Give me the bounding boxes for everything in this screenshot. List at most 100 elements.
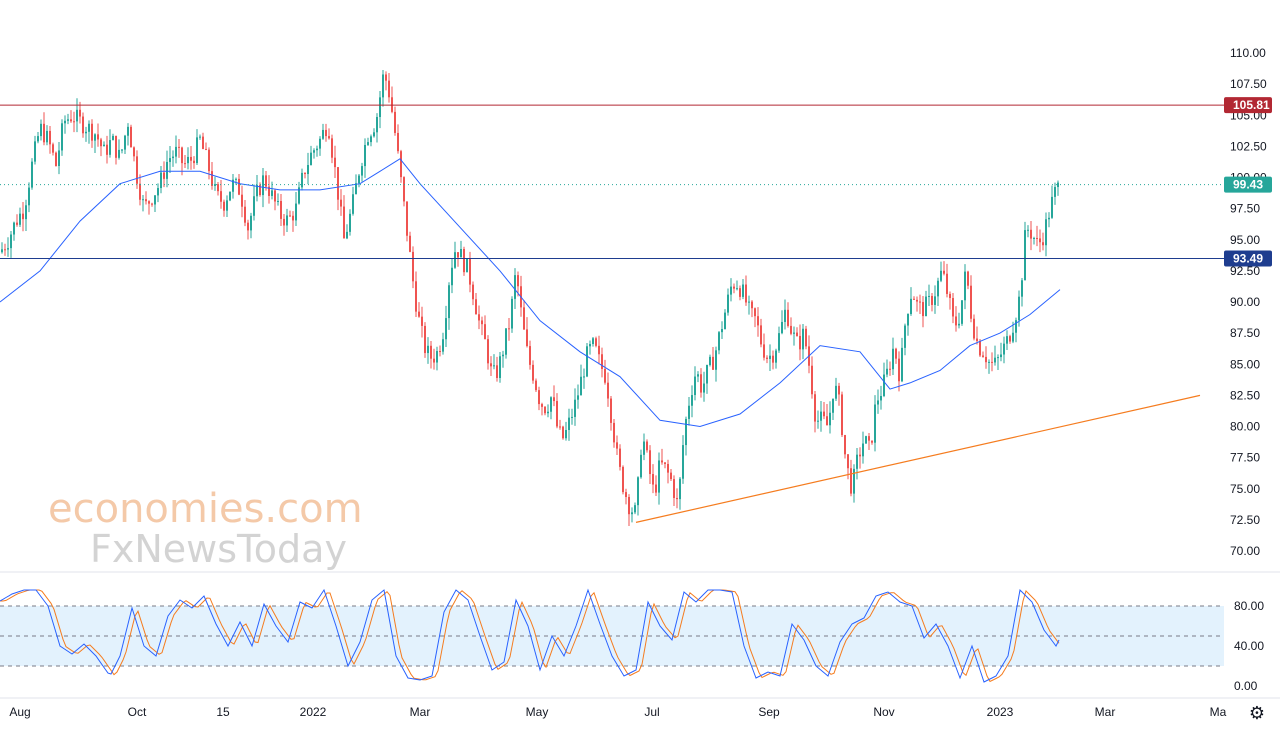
candle-body	[316, 148, 318, 151]
candle-body	[532, 364, 534, 381]
candle-body	[19, 213, 21, 225]
candle-body	[916, 299, 918, 302]
candle-body	[475, 299, 477, 315]
candle-body	[190, 156, 192, 161]
candle-body	[1054, 187, 1056, 197]
candle-body	[973, 318, 975, 339]
candle-body	[886, 368, 888, 375]
candle-body	[547, 411, 549, 414]
candle-body	[847, 454, 849, 469]
price-tick-label: 75.00	[1230, 482, 1260, 496]
candle-body	[868, 436, 870, 441]
candle-body	[319, 138, 321, 149]
candle-body	[646, 441, 648, 451]
candle-body	[607, 382, 609, 399]
candle-body	[307, 164, 309, 175]
candle-body	[922, 302, 924, 317]
candle-body	[565, 429, 567, 439]
candle-body	[997, 357, 999, 359]
price-tick-label: 72.50	[1230, 513, 1260, 527]
price-badges: 105.81 99.43 93.49	[1224, 97, 1272, 267]
candle-body	[553, 397, 555, 402]
candle-body	[493, 365, 495, 367]
stochastic-tick-label: 40.00	[1234, 639, 1264, 653]
candle-body	[910, 298, 912, 315]
candle-body	[688, 405, 690, 419]
candle-body	[55, 152, 57, 167]
trendline[interactable]	[635, 394, 1201, 523]
candle-body	[592, 338, 594, 345]
candle-body	[256, 184, 258, 197]
candle-body	[40, 123, 42, 137]
candle-body	[280, 200, 282, 219]
candle-body	[460, 249, 462, 258]
gear-icon[interactable]: ⚙	[1248, 703, 1266, 723]
candle-body	[709, 356, 711, 365]
candle-body	[871, 440, 873, 443]
candle-body	[442, 339, 444, 352]
candle-body	[823, 411, 825, 417]
candle-body	[355, 183, 357, 195]
candle-body	[541, 404, 543, 407]
candle-body	[79, 109, 81, 117]
candle-body	[361, 166, 363, 176]
candle-body	[616, 442, 618, 449]
candle-body	[367, 142, 369, 145]
candle-body	[751, 301, 753, 309]
candle-body	[337, 167, 339, 200]
candle-body	[631, 512, 633, 515]
candle-body	[613, 422, 615, 443]
candle-body	[763, 344, 765, 358]
candle-body	[712, 356, 714, 370]
candle-body	[715, 350, 717, 370]
candle-body	[925, 296, 927, 317]
watermark: economies.com FxNewsToday	[48, 486, 363, 571]
candle-body	[418, 311, 420, 317]
candle-body	[76, 109, 78, 122]
candle-body	[544, 406, 546, 414]
candle-body	[226, 200, 228, 211]
candle-body	[7, 248, 9, 250]
candle-body	[151, 203, 153, 205]
price-tick-label: 82.50	[1230, 388, 1260, 402]
candle-body	[832, 398, 834, 413]
candle-body	[790, 325, 792, 334]
candle-body	[757, 316, 759, 326]
candle-body	[487, 339, 489, 364]
candle-body	[964, 271, 966, 301]
candle-body	[244, 206, 246, 223]
candle-body	[943, 270, 945, 274]
candle-body	[100, 139, 102, 147]
candle-body	[1003, 343, 1005, 355]
candle-body	[655, 484, 657, 493]
candle-body	[946, 273, 948, 294]
candle-body	[478, 314, 480, 321]
candle-body	[82, 116, 84, 134]
candle-body	[208, 149, 210, 172]
candle-body	[322, 129, 324, 139]
candle-body	[574, 399, 576, 417]
candle-body	[784, 309, 786, 322]
candle-body	[856, 454, 858, 469]
candle-body	[799, 335, 801, 350]
stochastic-band	[0, 605, 1224, 667]
candle-body	[202, 136, 204, 149]
candle-body	[391, 97, 393, 112]
candle-body	[508, 328, 510, 330]
candle-body	[988, 361, 990, 363]
moving-average	[0, 158, 1061, 428]
candle-body	[115, 135, 117, 158]
time-tick-label: May	[526, 705, 549, 719]
candle-body	[598, 345, 600, 355]
candle-body	[781, 321, 783, 334]
candle-body	[133, 147, 135, 157]
candle-body	[217, 184, 219, 192]
candle-body	[283, 218, 285, 226]
candle-body	[379, 97, 381, 117]
candle-body	[451, 267, 453, 286]
candle-body	[622, 466, 624, 493]
time-tick-label: Ma	[1210, 705, 1227, 719]
candle-body	[385, 74, 387, 81]
candle-body	[88, 123, 90, 132]
